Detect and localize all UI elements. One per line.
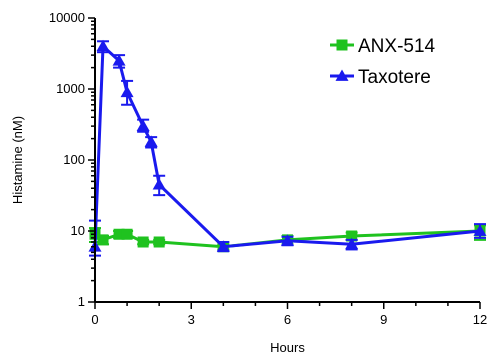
- data-point-triangle: [335, 69, 349, 81]
- legend-label: ANX-514: [358, 36, 436, 57]
- legend-item: ANX-514: [330, 36, 436, 57]
- data-point-square: [336, 39, 348, 51]
- y-tick-label: 10000: [49, 10, 85, 25]
- legend-label: Taxotere: [358, 67, 431, 88]
- data-point-square: [153, 236, 165, 248]
- y-tick-label: 1000: [56, 81, 85, 96]
- data-point-triangle: [112, 54, 126, 66]
- data-point-triangle: [144, 135, 158, 147]
- y-tick-label: 100: [63, 152, 85, 167]
- data-point-triangle: [120, 85, 134, 98]
- y-axis-title: Histamine (nM): [10, 116, 25, 204]
- data-point-square: [113, 228, 125, 240]
- data-point-triangle: [473, 224, 487, 236]
- data-point-square: [97, 234, 109, 246]
- x-axis-title: Hours: [270, 340, 305, 355]
- x-tick-label: 9: [380, 312, 387, 327]
- series-layer: [88, 39, 487, 257]
- data-point-triangle: [96, 39, 110, 52]
- ticks-layer: 1 10 100 1000 10000 0 3 6 9 12: [49, 10, 487, 327]
- data-point-triangle: [136, 119, 150, 131]
- axes-layer: [94, 18, 480, 303]
- x-tick-label: 6: [284, 312, 291, 327]
- y-tick-label: 10: [71, 223, 85, 238]
- data-point-triangle: [345, 237, 359, 250]
- legend: ANX-514 Taxotere: [330, 36, 436, 88]
- data-point-triangle: [216, 240, 230, 252]
- data-point-square: [121, 228, 133, 240]
- y-tick-label: 1: [78, 294, 85, 309]
- data-point-square: [346, 230, 358, 242]
- data-point-triangle: [152, 178, 166, 190]
- x-tick-label: 12: [473, 312, 487, 327]
- x-tick-label: 3: [188, 312, 195, 327]
- x-tick-label: 0: [91, 312, 98, 327]
- series-line: [94, 229, 481, 249]
- legend-item: Taxotere: [330, 67, 431, 88]
- data-point-triangle: [281, 234, 294, 246]
- data-point-square: [137, 236, 149, 248]
